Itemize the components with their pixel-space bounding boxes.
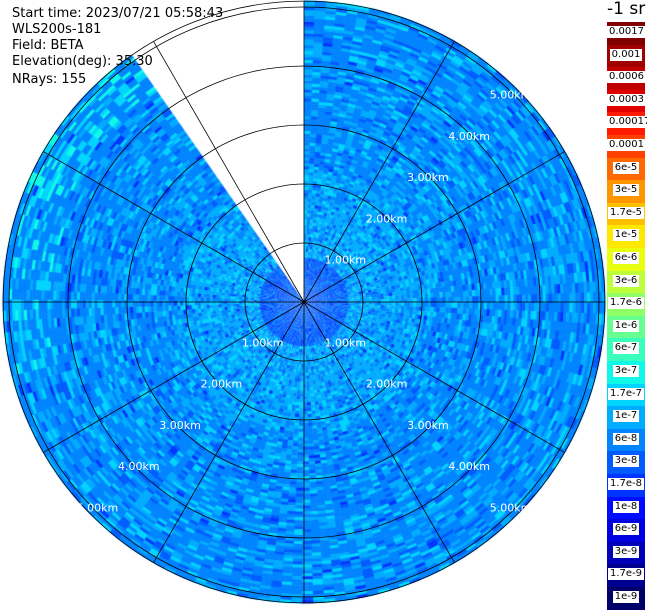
elevation-text: Elevation(deg): 35.30	[12, 54, 153, 69]
ring-label-sw: 3.00km	[159, 419, 201, 432]
azimuth-spoke	[303, 301, 455, 563]
start-time-text: Start time: 2023/07/21 05:58:43	[12, 6, 224, 21]
legend-band-label: 3e-7	[612, 365, 640, 377]
legend-band-label: 6e-7	[612, 342, 640, 355]
nrays-text: NRays: 155	[12, 72, 87, 87]
ring-label-ne: 4.00km	[448, 130, 490, 143]
legend-band-label: 0.0003	[607, 93, 646, 106]
legend-band-label: 1.7e-7	[607, 387, 645, 400]
legend-band-label: 6e-8	[612, 432, 640, 445]
legend-band: 1e-9	[607, 587, 645, 610]
field-text: Field: BETA	[12, 38, 84, 53]
azimuth-spoke	[303, 151, 565, 303]
legend-band: 1.7e-6	[607, 293, 645, 317]
azimuth-spoke	[153, 301, 305, 563]
legend-band: 3e-5	[607, 180, 645, 204]
legend-band-label: 3e-9	[612, 545, 640, 558]
legend-band: 3e-6	[607, 270, 645, 294]
azimuth-spoke	[303, 41, 455, 303]
legend-band-label: 1.7e-6	[607, 297, 645, 310]
legend-band-label: 3e-5	[612, 184, 640, 197]
legend-band: 6e-9	[607, 519, 645, 543]
ring-label-se: 5.00km	[490, 502, 532, 515]
ring-label-ne: 1.00km	[325, 254, 367, 267]
instrument-text: WLS200s-181	[12, 22, 102, 37]
legend-band: 1e-5	[607, 225, 645, 249]
legend-band: 6e-5	[607, 157, 645, 181]
ring-label-se: 2.00km	[366, 378, 408, 391]
ppi-grid-overlay: 1.00km 1.00km 1.00km 2.00km 2.00km 2.00km 3.00…	[2, 0, 606, 604]
legend-band-label: 1.7e-9	[607, 568, 645, 581]
legend-band: 6e-7	[607, 338, 645, 362]
legend-band-label: 0.00017	[607, 116, 647, 129]
legend-band: 6e-8	[607, 428, 645, 452]
legend-band-label: 6e-5	[612, 161, 640, 174]
legend-band-label: 0.0006	[607, 71, 646, 84]
legend-band: 3e-9	[607, 541, 645, 565]
ring-label-sw: 2.00km	[201, 378, 243, 391]
legend-band: 0.001	[607, 44, 645, 68]
legend-band: 1.7e-8	[607, 474, 645, 498]
legend-band: 3e-8	[607, 451, 645, 475]
azimuth-spoke	[43, 151, 305, 303]
legend-band: 1.7e-5	[607, 202, 645, 226]
legend-band: 1e-8	[607, 496, 645, 520]
ring-label-sw: 5.00km	[77, 502, 119, 515]
legend-band: 0.00017	[607, 112, 647, 136]
legend-band-label: 3e-8	[612, 455, 640, 468]
legend-band: 0.0017	[607, 22, 646, 46]
legend-band-label: 6e-6	[612, 252, 640, 264]
legend-band: 0.0006	[607, 67, 646, 91]
azimuth-spoke	[303, 301, 565, 453]
legend-band-label: 0.0001	[607, 139, 646, 151]
ring-label-se: 4.00km	[448, 460, 490, 473]
legend-band: 0.0003	[607, 89, 646, 113]
legend-band-label: 0.0017	[607, 26, 646, 38]
ring-label-ne: 5.00km	[490, 88, 532, 101]
azimuth-spoke	[153, 41, 305, 303]
legend-band: 0.0001	[607, 135, 646, 159]
legend-band-label: 1.7e-5	[607, 206, 645, 219]
legend-band-label: 1e-8	[612, 500, 640, 513]
legend-band: 1e-6	[607, 315, 645, 339]
legend-band-label: 1e-9	[612, 591, 640, 603]
legend-band: 6e-6	[607, 248, 645, 272]
ring-label-se: 3.00km	[407, 419, 449, 432]
legend-band-label: 6e-9	[612, 523, 640, 536]
legend-band-label: 1e-5	[612, 229, 640, 242]
legend-band-label: 1e-7	[612, 410, 640, 423]
legend-band: 1e-7	[607, 406, 645, 430]
legend-band: 1.7e-7	[607, 383, 645, 407]
legend-band-label: 1.7e-8	[607, 478, 645, 490]
ring-label-sw: 1.00km	[242, 336, 284, 349]
ring-label-ne: 3.00km	[407, 171, 449, 184]
legend-band: 1.7e-9	[607, 564, 645, 588]
legend-band: 3e-7	[607, 361, 645, 385]
legend-band-label: 0.001	[609, 48, 643, 61]
ring-label-sw: 4.00km	[118, 460, 160, 473]
color-legend: 0.0017 0.001 0.0006 0.0003 0.00017 0.0001 6e-5…	[607, 0, 647, 610]
legend-title: -1 sr	[607, 0, 646, 19]
ring-label-se: 1.00km	[325, 336, 367, 349]
ring-label-ne: 2.00km	[366, 212, 408, 225]
legend-band-label: 1e-6	[612, 319, 640, 332]
azimuth-spoke	[43, 301, 305, 453]
legend-band-label: 3e-6	[612, 274, 640, 287]
